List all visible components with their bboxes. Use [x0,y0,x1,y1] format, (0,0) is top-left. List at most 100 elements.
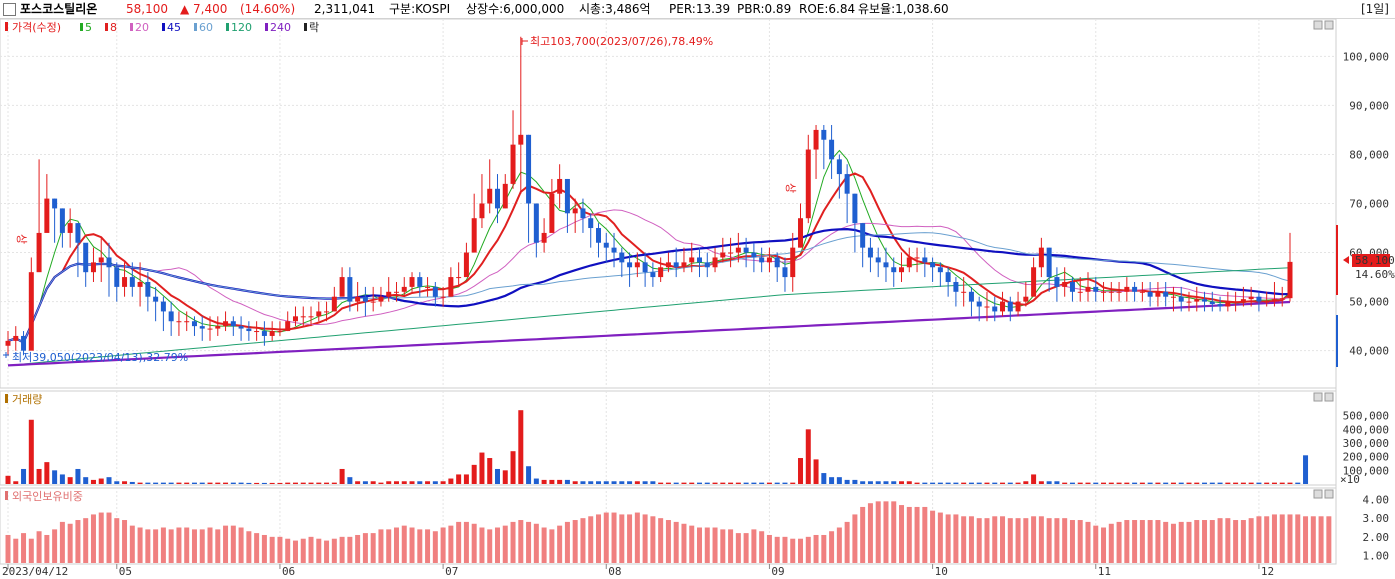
foreign-bar [502,525,508,563]
volume-bars [5,410,1309,484]
candle-body [339,277,345,297]
candle-body [1023,296,1029,302]
volume-bar [129,481,135,484]
volume-bar [968,482,974,484]
volume-tick-label: 400,000 [1343,423,1389,436]
foreign-bar [90,514,96,563]
foreign-bar [324,540,330,563]
volume-bar [1116,482,1122,484]
volume-bar [875,481,881,484]
volume-bar [324,482,330,484]
candle-body [968,291,974,302]
select-checkbox[interactable] [3,3,16,16]
candle-body [1178,296,1184,302]
price-tick-label: 70,000 [1349,198,1389,211]
foreign-bar [448,525,454,563]
candle-body [331,296,337,312]
volume-bar [199,482,205,484]
foreign-bar [821,534,827,563]
panel-controls[interactable] [1313,20,1334,499]
volume-bar [650,481,656,484]
candle-body [743,247,749,253]
x-tick-label: 09 [771,565,784,578]
candle-body [1038,247,1044,268]
candle-body [844,174,850,194]
legend-swatch [80,23,83,31]
candle-body [21,335,27,351]
foreign-bar [409,527,415,563]
candle-body [867,247,873,258]
volume-bar [541,479,547,484]
volume-bar [945,482,951,484]
volume-bar [1077,482,1083,484]
legend-price: 가격(수정) [12,21,61,34]
volume-bar [704,482,710,484]
foreign-bar [1038,516,1044,563]
foreign-bar [1163,521,1169,563]
foreign-bar [751,529,757,563]
foreign-bar [1069,520,1075,563]
svg-text:거래량: 거래량 [12,393,42,406]
volume-bar [1170,482,1176,484]
foreign-bar [238,527,244,563]
foreign-bar [67,523,73,563]
foreign-bar [129,525,135,563]
foreign-bar [541,527,547,563]
foreign-bar [1186,521,1192,563]
foreign-bar [417,529,423,563]
volume-bar [1085,482,1091,484]
x-tick-label: 06 [282,565,295,578]
volume-bar [487,458,493,484]
candle-body [953,281,959,292]
period-selector[interactable]: [1일] [1360,2,1389,16]
volume-label: 거래량 ×10 [5,393,1360,486]
candle-body [782,267,788,278]
candle-body [456,277,462,279]
volume-bar [254,482,260,484]
foreign-bar [914,506,920,563]
foreign-bar [945,514,951,563]
candle-body [386,291,392,297]
foreign-bar [1132,520,1138,563]
x-tick-label: 10 [935,565,948,578]
foreign-bar [355,534,361,563]
candle-body [1186,301,1192,303]
volume-tick-label: 100,000 [1343,464,1389,477]
foreign-bar [425,529,431,563]
volume-bar [867,481,873,484]
candle-body [300,316,306,318]
volume-bar [743,482,749,484]
foreign-bar [1023,518,1029,563]
foreign-bar [875,501,881,563]
volume-bar [1031,474,1037,484]
volume-bar [122,481,128,484]
volume-bar [914,482,920,484]
volume-bar [98,478,104,484]
volume-bar [300,482,306,484]
volume-bar [52,470,58,484]
foreign-bar [1287,514,1293,563]
candle-body [122,277,128,287]
foreign-bar [269,536,275,563]
foreign-bar [339,536,345,563]
candle-body [650,272,656,278]
moving-averages [7,149,1291,367]
current-price: 58,100 [126,2,168,16]
volume-bar [1287,482,1293,484]
candle-body [448,277,454,297]
candle-body [1007,301,1013,312]
volume-bar [223,482,229,484]
candle-body [1256,296,1262,302]
candle-body [564,178,570,214]
foreign-bar [1310,516,1316,563]
candle-body [984,306,990,308]
volume-bar [160,482,166,484]
candle-body [642,262,648,273]
foreign-bar [207,527,213,563]
candle-body [821,129,827,140]
candle-body [673,262,679,268]
limit-up-mark-2: 상 [784,183,797,193]
volume-bar [595,481,601,484]
foreign-bar [230,525,236,563]
x-tick-label: 05 [119,565,132,578]
